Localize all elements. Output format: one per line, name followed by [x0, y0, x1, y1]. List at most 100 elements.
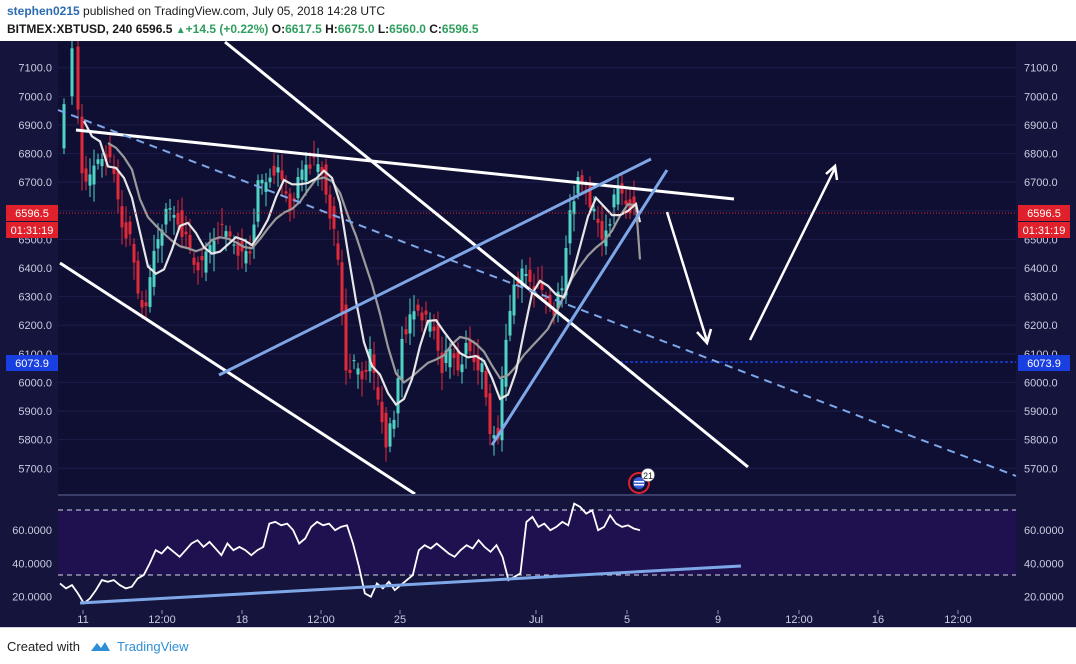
candle-body: [560, 288, 564, 291]
time-tick-label: 12:00: [307, 614, 335, 626]
price-tag-label: 6073.9: [15, 358, 49, 370]
event-marker-icon[interactable]: 21: [628, 468, 655, 494]
candle-body: [344, 304, 348, 371]
candle-body: [92, 165, 96, 185]
price-tick-label: 5700.0: [1024, 463, 1058, 475]
candle-body: [184, 231, 188, 235]
price-axis-left[interactable]: 5700.05800.05900.06000.06100.06200.06300…: [18, 63, 52, 476]
candle-body: [70, 48, 74, 97]
candle-body: [276, 167, 280, 173]
candle-body: [600, 221, 604, 240]
candle-body: [388, 423, 392, 447]
time-tick-label: 18: [236, 614, 248, 626]
candle-body: [256, 180, 260, 222]
candle-body: [476, 354, 480, 371]
price-tag-label: 01:31:19: [1023, 225, 1066, 237]
down-arrow-icon[interactable]: [665, 211, 713, 346]
rsi-tick-label: 20.0000: [12, 592, 52, 604]
candle-body: [364, 369, 368, 372]
rsi-tick-label: 60.0000: [12, 525, 52, 537]
candle-body: [208, 245, 212, 252]
candle-body: [580, 175, 584, 183]
candle-body: [268, 177, 272, 183]
candle-body: [488, 393, 492, 434]
candle-body: [524, 274, 528, 277]
candle-body: [436, 324, 440, 351]
candle-body: [352, 360, 356, 362]
candle-body: [76, 46, 80, 110]
candle-body: [320, 167, 324, 174]
candle-body: [88, 174, 92, 186]
author-name[interactable]: stephen0215: [7, 4, 80, 18]
price-axis-right[interactable]: 5700.05800.05900.06000.06100.06200.06300…: [1024, 63, 1058, 476]
candle-body: [280, 170, 284, 180]
price-tick-label: 7100.0: [18, 63, 52, 75]
candle-body: [164, 208, 168, 225]
time-axis[interactable]: 11 12:00 18 12:00 25 Jul 5 9 12:00 16 12:00: [77, 610, 972, 626]
candle-body: [444, 350, 448, 363]
candle-body: [512, 284, 516, 316]
candle-body: [172, 215, 176, 218]
candle-body: [96, 159, 100, 164]
symbol-label[interactable]: BITMEX:XBTUSD, 240: [7, 22, 133, 36]
price-tick-label: 6300.0: [18, 292, 52, 304]
candle-body: [508, 310, 512, 336]
tradingview-logo-icon[interactable]: [88, 638, 112, 654]
candle-body: [412, 311, 416, 320]
candle-body: [128, 221, 132, 235]
time-tick-label: 11: [77, 614, 88, 626]
rising-channel-upper-line[interactable]: [218, 157, 652, 377]
price-tick-label: 6900.0: [18, 120, 52, 132]
candle-body: [108, 144, 112, 158]
resistance-trendline[interactable]: [75, 128, 735, 201]
candle-body: [424, 310, 428, 315]
price-tick-label: 7000.0: [18, 91, 52, 103]
candle-body: [196, 262, 200, 271]
rsi-axis-right[interactable]: 20.0000 40.0000 60.0000: [1024, 525, 1064, 603]
up-arrow-annotation-icon[interactable]: [748, 163, 839, 341]
candle-body: [628, 199, 632, 214]
candle-body: [372, 354, 376, 373]
candle-body: [360, 370, 364, 380]
time-tick-label: 16: [872, 614, 884, 626]
candle-body: [348, 369, 352, 373]
event-marker-count: 21: [643, 471, 653, 481]
candle-body: [328, 194, 332, 219]
price-tick-label: 5700.0: [18, 463, 52, 475]
candle-body: [176, 212, 180, 225]
time-tick-label: 12:00: [944, 614, 972, 626]
high-value: 6675.0: [337, 22, 375, 36]
rsi-trendline[interactable]: [79, 564, 742, 605]
candle-body: [464, 342, 468, 355]
candle-body: [124, 222, 128, 239]
rsi-pane[interactable]: [58, 502, 1016, 605]
dashed-trendline[interactable]: [57, 109, 1017, 477]
candle-body: [228, 231, 232, 237]
rising-wedge-lower-line[interactable]: [490, 169, 669, 446]
tradingview-link[interactable]: TradingView: [117, 639, 189, 654]
candle-body: [132, 243, 136, 263]
chart-canvas[interactable]: 21 5700.05800.05900.06000.06100.06200.06…: [0, 41, 1076, 627]
candle-body: [192, 257, 196, 265]
price-tick-label: 5900.0: [1024, 406, 1058, 418]
price-tags: 6596.5 6596.5 01:31:19 01:31:19 6073.9 6073.9: [6, 205, 1070, 371]
rsi-axis-left[interactable]: 20.0000 40.0000 60.0000: [12, 525, 52, 603]
price-tick-label: 6700.0: [18, 177, 52, 189]
candle-body: [380, 401, 384, 423]
candle-body: [312, 156, 316, 158]
time-tick-label: 9: [715, 614, 721, 626]
candle-body: [520, 268, 524, 286]
candle-body: [540, 281, 544, 291]
candle-body: [484, 370, 488, 398]
descending-channel-upper-line[interactable]: [224, 41, 749, 469]
candle-body: [84, 168, 88, 182]
price-tick-label: 5800.0: [18, 435, 52, 447]
candle-body: [300, 169, 304, 180]
candle-body: [136, 260, 140, 294]
candle-body: [148, 277, 152, 307]
descending-channel-lower-line[interactable]: [59, 261, 416, 496]
candle-body: [472, 356, 476, 363]
candle-body: [160, 229, 164, 246]
candle-body: [156, 239, 160, 249]
main-pane[interactable]: 21: [57, 41, 1017, 496]
